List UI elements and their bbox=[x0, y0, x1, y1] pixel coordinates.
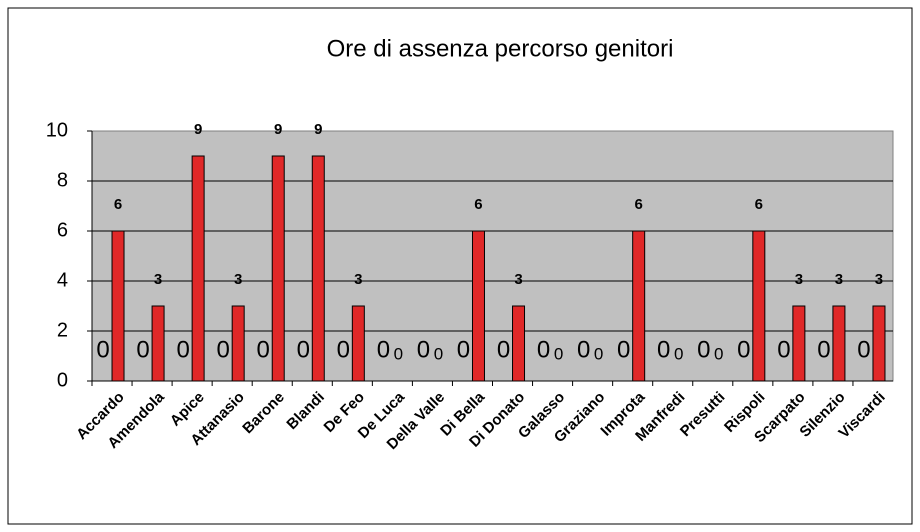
bar bbox=[231, 305, 245, 382]
data-label: 6 bbox=[474, 196, 482, 213]
bar bbox=[832, 305, 846, 382]
y-tick-label: 8 bbox=[57, 169, 68, 191]
bar bbox=[792, 305, 806, 382]
data-label: 9 bbox=[274, 121, 282, 138]
data-label: 0 bbox=[777, 336, 790, 363]
data-label: 0 bbox=[554, 344, 563, 363]
data-label: 6 bbox=[635, 196, 643, 213]
data-label: 0 bbox=[617, 336, 630, 363]
data-label: 0 bbox=[216, 336, 229, 363]
data-label: 6 bbox=[114, 196, 122, 213]
bar bbox=[872, 305, 886, 382]
bar bbox=[471, 230, 485, 382]
chart-title: Ore di assenza percorso genitori bbox=[327, 35, 674, 62]
data-label: 0 bbox=[257, 336, 270, 363]
data-label: 3 bbox=[514, 271, 522, 288]
data-label: 0 bbox=[377, 336, 390, 363]
data-label: 3 bbox=[354, 271, 362, 288]
bar bbox=[191, 155, 205, 382]
data-label: 0 bbox=[457, 336, 470, 363]
data-label: 0 bbox=[434, 344, 443, 363]
data-label: 3 bbox=[875, 271, 883, 288]
data-label: 3 bbox=[154, 271, 162, 288]
data-label: 0 bbox=[737, 336, 750, 363]
data-label: 0 bbox=[417, 336, 430, 363]
bar bbox=[512, 305, 526, 382]
data-label: 0 bbox=[136, 336, 149, 363]
data-label: 0 bbox=[817, 336, 830, 363]
bar bbox=[151, 305, 165, 382]
y-tick-label: 2 bbox=[57, 319, 68, 341]
plot-area bbox=[91, 130, 894, 382]
data-label: 0 bbox=[337, 336, 350, 363]
bar bbox=[271, 155, 285, 382]
y-tick-label: 4 bbox=[57, 269, 68, 291]
bar bbox=[351, 305, 365, 382]
data-label: 0 bbox=[394, 344, 403, 363]
data-label: 0 bbox=[176, 336, 189, 363]
data-label: 0 bbox=[297, 336, 310, 363]
data-label: 0 bbox=[577, 336, 590, 363]
data-label: 0 bbox=[657, 336, 670, 363]
data-label: 3 bbox=[795, 271, 803, 288]
bar bbox=[632, 230, 646, 382]
data-label: 0 bbox=[697, 336, 710, 363]
y-tick-label: 0 bbox=[57, 369, 68, 391]
bar bbox=[311, 155, 325, 382]
bar bbox=[752, 230, 766, 382]
data-label: 0 bbox=[857, 336, 870, 363]
y-tick-label: 6 bbox=[57, 219, 68, 241]
data-label: 0 bbox=[537, 336, 550, 363]
data-label: 3 bbox=[234, 271, 242, 288]
bar bbox=[111, 230, 125, 382]
data-label: 3 bbox=[835, 271, 843, 288]
y-tick-label: 10 bbox=[46, 119, 68, 141]
data-label: 9 bbox=[314, 121, 322, 138]
data-label: 6 bbox=[755, 196, 763, 213]
data-label: 0 bbox=[674, 344, 683, 363]
data-label: 0 bbox=[594, 344, 603, 363]
data-label: 9 bbox=[194, 121, 202, 138]
data-label: 0 bbox=[497, 336, 510, 363]
data-label: 0 bbox=[96, 336, 109, 363]
data-label: 0 bbox=[714, 344, 723, 363]
